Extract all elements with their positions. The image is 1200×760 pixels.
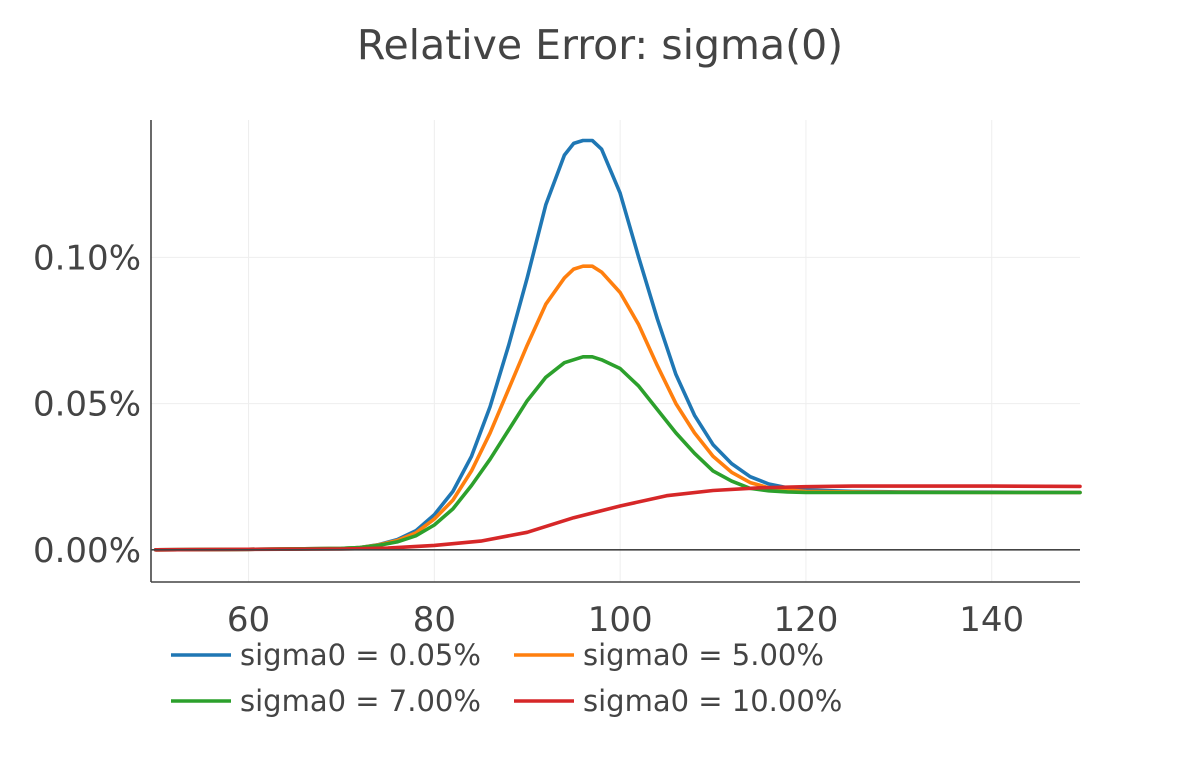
x-tick-label-1: 80 bbox=[413, 600, 456, 640]
series-line-2 bbox=[153, 354, 1082, 552]
chart-title: Relative Error: sigma(0) bbox=[357, 21, 843, 69]
series-layer bbox=[153, 138, 1082, 552]
legend-label-2: sigma0 = 7.00% bbox=[240, 684, 481, 718]
x-tick-label-3: 120 bbox=[773, 600, 838, 640]
series-line-0 bbox=[153, 138, 1082, 552]
axis-layer bbox=[150, 120, 1080, 583]
x-tick-label-4: 140 bbox=[959, 600, 1024, 640]
y-tick-label-0: 0.00% bbox=[33, 531, 141, 571]
legend: sigma0 = 0.05% sigma0 = 5.00% sigma0 = 7.0… bbox=[171, 638, 842, 718]
grid-layer bbox=[151, 120, 1080, 582]
legend-label-1: sigma0 = 5.00% bbox=[583, 638, 824, 672]
legend-label-3: sigma0 = 10.00% bbox=[583, 684, 842, 718]
x-tick-label-0: 60 bbox=[227, 600, 270, 640]
y-tick-label-1: 0.05% bbox=[33, 385, 141, 425]
y-tick-label-2: 0.10% bbox=[33, 238, 141, 278]
tick-layer: 60 80 100 120 140 0.00% 0.05% 0.10% bbox=[33, 238, 1024, 640]
legend-label-0: sigma0 = 0.05% bbox=[240, 638, 481, 672]
series-line-3 bbox=[153, 484, 1082, 552]
x-tick-label-2: 100 bbox=[588, 600, 653, 640]
